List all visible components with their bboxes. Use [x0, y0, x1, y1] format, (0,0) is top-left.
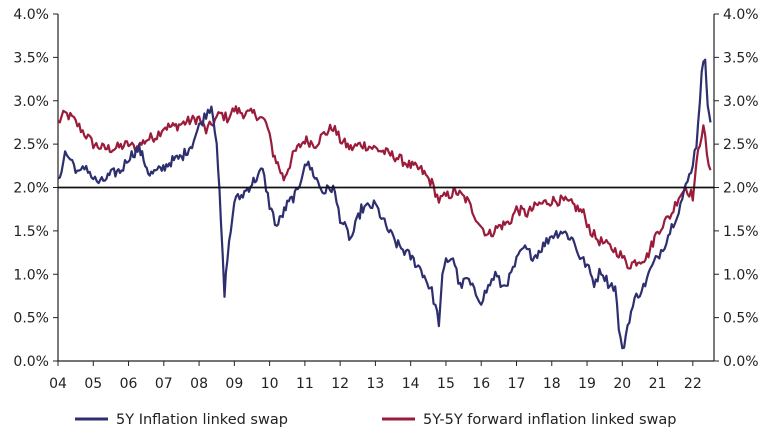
series-layer [57, 58, 712, 350]
x-tick-label: 06 [120, 376, 138, 392]
right-tick-label: 0.0% [723, 354, 759, 370]
left-tick-label: 1.0% [13, 267, 49, 283]
x-tick-label: 04 [49, 376, 67, 392]
x-tick-label: 22 [684, 376, 702, 392]
series-5y-inflation-swap [57, 58, 712, 350]
series-5y5y-forward-swap [57, 105, 712, 270]
legend: 5Y Inflation linked swap 5Y-5Y forward i… [75, 412, 676, 428]
right-tick-label: 2.0% [723, 181, 759, 197]
left-tick-label: 3.0% [13, 94, 49, 110]
left-tick-label: 3.5% [13, 50, 49, 66]
x-tick-label: 19 [578, 376, 596, 392]
x-tick-label: 08 [190, 376, 208, 392]
left-tick-label: 2.5% [13, 137, 49, 153]
x-tick-label: 12 [331, 376, 349, 392]
left-y-axis: 0.0% 0.5% 1.0% 1.5% 2.0% 2.5% 3.0% 3.5% 4.0% [13, 7, 59, 370]
legend-label-5y-swap: 5Y Inflation linked swap [116, 412, 288, 428]
right-tick-label: 0.5% [723, 311, 759, 327]
x-tick-label: 10 [261, 376, 279, 392]
x-tick-label: 13 [367, 376, 385, 392]
right-tick-label: 3.0% [723, 94, 759, 110]
x-tick-label: 14 [402, 376, 420, 392]
x-tick-label: 11 [296, 376, 314, 392]
left-tick-label: 0.0% [13, 354, 49, 370]
right-tick-label: 2.5% [723, 137, 759, 153]
x-tick-label: 15 [437, 376, 455, 392]
x-tick-label: 07 [155, 376, 173, 392]
x-tick-label: 05 [84, 376, 102, 392]
x-tick-label: 18 [543, 376, 561, 392]
left-tick-label: 0.5% [13, 311, 49, 327]
right-tick-label: 1.0% [723, 267, 759, 283]
left-tick-label: 2.0% [13, 181, 49, 197]
x-axis: 04 05 06 07 08 09 10 11 12 13 14 15 16 17 18 19 20 21 22 [49, 360, 714, 392]
x-tick-label: 20 [613, 376, 631, 392]
left-tick-label: 4.0% [13, 7, 49, 23]
right-tick-label: 3.5% [723, 50, 759, 66]
right-tick-label: 1.5% [723, 224, 759, 240]
right-tick-label: 4.0% [723, 7, 759, 23]
x-tick-label: 17 [508, 376, 526, 392]
x-tick-label: 16 [472, 376, 490, 392]
x-tick-label: 09 [225, 376, 243, 392]
right-y-axis: 0.0% 0.5% 1.0% 1.5% 2.0% 2.5% 3.0% 3.5% 4.0% [713, 7, 759, 370]
left-tick-label: 1.5% [13, 224, 49, 240]
x-tick-label: 21 [649, 376, 667, 392]
legend-label-5y5y-forward: 5Y-5Y forward inflation linked swap [423, 412, 676, 428]
